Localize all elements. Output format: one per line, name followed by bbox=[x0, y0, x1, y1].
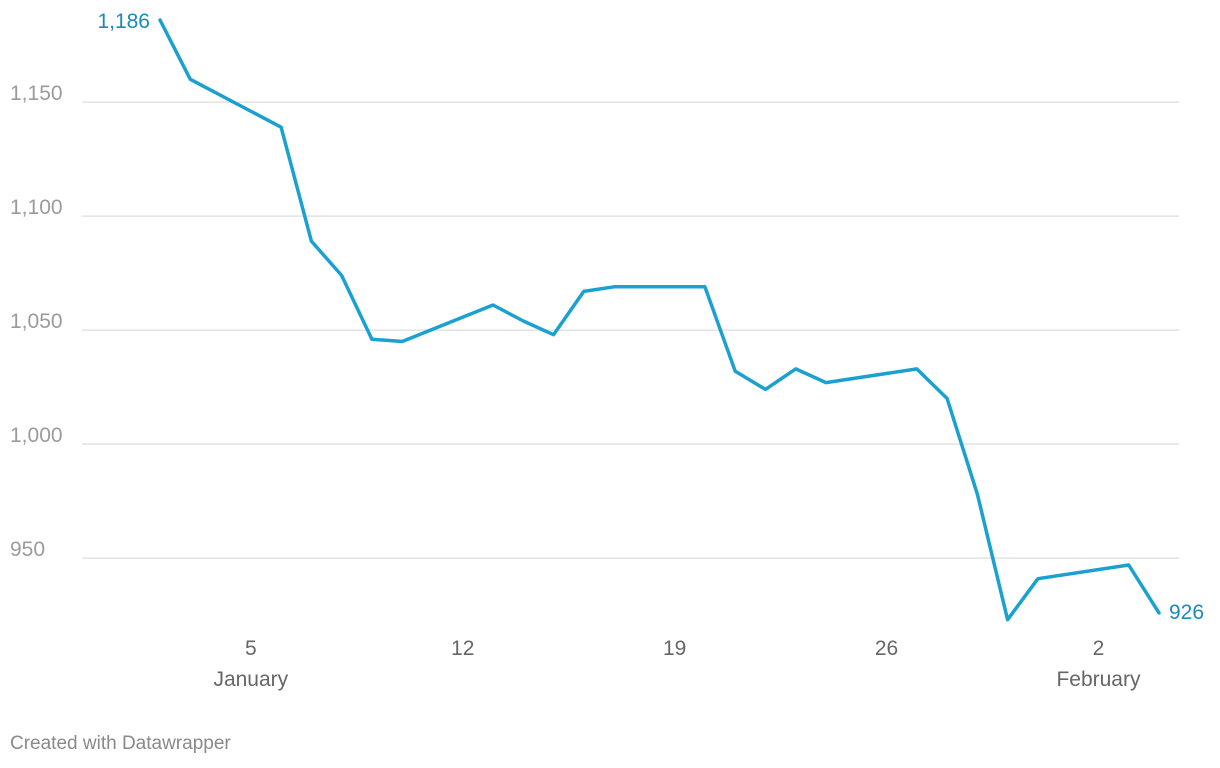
y-tick-label: 950 bbox=[10, 538, 45, 561]
x-tick-label: 26 bbox=[875, 637, 898, 660]
x-tick-label: 19 bbox=[663, 637, 686, 660]
x-tick-month-label: February bbox=[1056, 668, 1141, 691]
x-tick-month-label: January bbox=[213, 668, 288, 691]
chart-canvas: 950 1,000 1,050 1,100 1,150 5 January 12 19 26 2 Fe… bbox=[10, 10, 1204, 691]
x-tick-label: 12 bbox=[451, 637, 474, 660]
x-tick-label: 5 bbox=[245, 637, 257, 660]
start-value-label: 1,186 bbox=[97, 10, 150, 33]
y-tick-label: 1,050 bbox=[10, 310, 63, 333]
x-tick-label: 2 bbox=[1093, 637, 1105, 660]
y-tick-label: 1,000 bbox=[10, 424, 63, 447]
series-line bbox=[158, 18, 1161, 622]
y-tick-label: 1,150 bbox=[10, 82, 63, 105]
end-value-label: 926 bbox=[1169, 601, 1204, 624]
y-tick-label: 1,100 bbox=[10, 196, 63, 219]
footer-credit: Created with Datawrapper bbox=[10, 733, 231, 754]
